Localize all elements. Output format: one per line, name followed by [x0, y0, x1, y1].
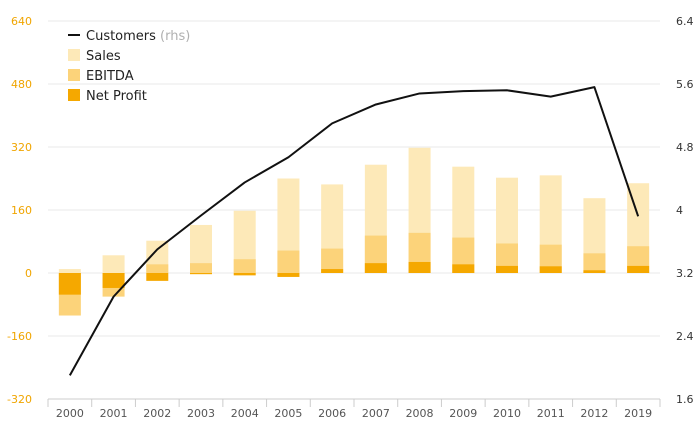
bar-group [58, 147, 650, 316]
ebitda-bar [190, 263, 212, 273]
y-right-tick-label: 4.8 [676, 141, 694, 154]
y-left-tick-label: 160 [11, 204, 32, 217]
x-tick-label: 2010 [493, 407, 521, 420]
customers-line-group [68, 86, 640, 376]
x-tick-label: 2001 [100, 407, 128, 420]
y-right-tick-label: 5.6 [676, 78, 694, 91]
x-tick-label: 2004 [231, 407, 259, 420]
legend-label-customers: Customers (rhs) [86, 29, 190, 44]
legend-swatch-net-profit [68, 89, 80, 101]
legend-note: (rhs) [156, 29, 190, 44]
x-tick-label: 2002 [143, 407, 171, 420]
x-tick-label: 2019 [624, 407, 652, 420]
ebitda-bar [146, 264, 169, 273]
legend-label-ebitda: EBITDA [86, 69, 134, 84]
y-axis-right: 6.4 5.6 4.8 4 3.2 2.4 1.6 [676, 15, 694, 406]
net-profit-bar [102, 273, 125, 288]
ebitda-bar [321, 248, 344, 273]
ebitda-bar [452, 237, 475, 273]
net-profit-bar [452, 264, 475, 273]
legend: Customers (rhs) Sales EBITDA Net Profit [68, 29, 190, 104]
sales-bar [190, 224, 212, 273]
y-left-tick-label: 480 [11, 78, 32, 91]
x-tick-label: 2000 [56, 407, 84, 420]
y-right-tick-label: 3.2 [676, 267, 694, 280]
gridlines [48, 20, 660, 400]
y-left-tick-label: 0 [25, 267, 32, 280]
ebitda-bar [583, 253, 606, 273]
x-tick-label: 2006 [318, 407, 346, 420]
net-profit-bar [539, 266, 562, 273]
net-profit-bar [408, 261, 431, 273]
net-profit-bar [277, 273, 300, 277]
net-profit-bar [58, 273, 81, 295]
legend-label-sales: Sales [86, 49, 121, 64]
x-tick-label: 2005 [274, 407, 302, 420]
y-right-tick-label: 1.6 [676, 393, 694, 406]
net-profit-bar [146, 273, 169, 281]
net-profit-bar [233, 273, 256, 276]
x-tick-label: 2009 [449, 407, 477, 420]
x-axis: 2000 2001 2002 2003 2004 2005 2006 2007 2008 2009… [47, 398, 661, 420]
x-tick-label: 2007 [362, 407, 390, 420]
sales-bar [58, 269, 81, 273]
y-right-tick-label: 4 [676, 204, 683, 217]
ebitda-bar [539, 244, 562, 273]
y-left-tick-label: 640 [11, 15, 32, 28]
y-left-tick-label: -160 [7, 330, 32, 343]
x-tick-label: 2012 [580, 407, 608, 420]
sales-bar [277, 178, 300, 273]
legend-swatch-ebitda [68, 69, 80, 81]
ebitda-bar [277, 250, 300, 273]
legend-label-net-profit: Net Profit [86, 89, 147, 104]
legend-swatch-sales [68, 49, 80, 61]
sales-bar [233, 210, 256, 273]
y-right-tick-label: 2.4 [676, 330, 694, 343]
customers-line [68, 86, 640, 376]
x-tick-label: 2003 [187, 407, 215, 420]
net-profit-bar [583, 270, 606, 273]
net-profit-bar [627, 265, 650, 273]
y-right-tick-label: 6.4 [676, 15, 694, 28]
x-tick-label: 2008 [406, 407, 434, 420]
ebitda-bar [233, 259, 256, 273]
net-profit-bar [321, 269, 344, 273]
y-axis-left: 640 480 320 160 0 -160 -320 [7, 15, 32, 406]
sales-bar [102, 255, 125, 273]
y-left-tick-label: 320 [11, 141, 32, 154]
x-tick-label: 2011 [537, 407, 565, 420]
net-profit-bar [496, 265, 518, 273]
ebitda-bar [496, 243, 518, 273]
net-profit-bar [364, 263, 387, 273]
net-profit-bar [190, 273, 212, 275]
y-left-tick-label: -320 [7, 393, 32, 406]
